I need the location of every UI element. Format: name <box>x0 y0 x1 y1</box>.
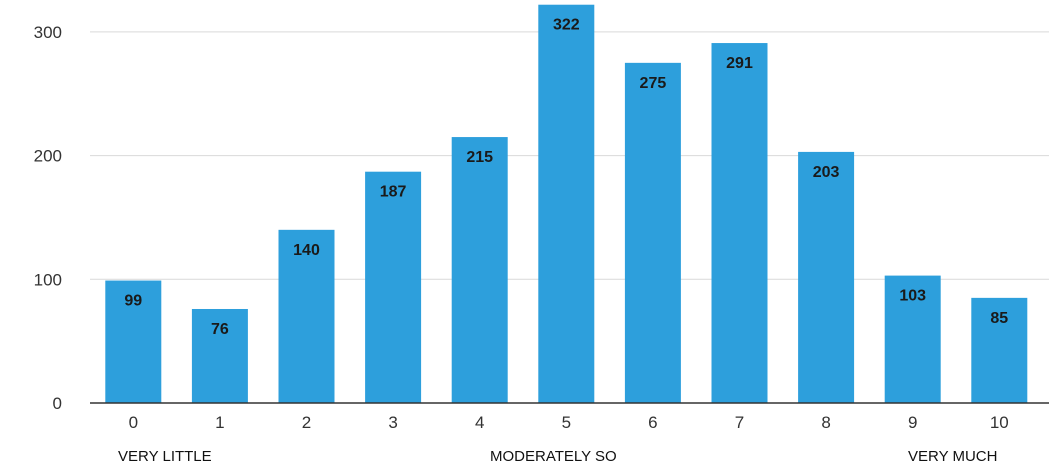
x-tick-label-9: 9 <box>908 413 917 432</box>
data-label-6: 275 <box>640 75 667 92</box>
data-label-1: 76 <box>211 321 229 338</box>
bar-1 <box>191 308 248 403</box>
data-label-10: 85 <box>990 310 1008 327</box>
y-tick-label-100: 100 <box>34 270 62 289</box>
bar-5 <box>538 4 595 404</box>
bar-3 <box>365 171 422 403</box>
bar-8 <box>798 151 855 403</box>
data-label-8: 203 <box>813 164 840 181</box>
y-tick-label-200: 200 <box>34 147 62 166</box>
x-tick-label-4: 4 <box>475 413 484 432</box>
bar-4 <box>451 137 508 404</box>
x-tick-label-5: 5 <box>562 413 571 432</box>
y-tick-label-0: 0 <box>53 394 62 413</box>
data-label-4: 215 <box>466 149 493 166</box>
x-tick-label-0: 0 <box>129 413 138 432</box>
bar-6 <box>624 62 681 403</box>
bars <box>105 4 1028 404</box>
data-label-3: 187 <box>380 184 407 201</box>
y-axis-ticks: 0 100 200 300 <box>34 23 62 413</box>
x-tick-label-2: 2 <box>302 413 311 432</box>
scale-label-low: VERY LITTLE <box>118 448 212 465</box>
data-labels: 99 76 140 187 215 322 275 291 203 103 85 <box>124 17 1008 338</box>
scale-label-high: VERY MUCH <box>908 448 998 465</box>
bar-7 <box>711 43 768 403</box>
data-label-5: 322 <box>553 17 580 34</box>
x-tick-label-3: 3 <box>388 413 397 432</box>
x-tick-label-6: 6 <box>648 413 657 432</box>
x-tick-label-10: 10 <box>990 413 1009 432</box>
bar-0 <box>105 280 162 403</box>
x-tick-label-7: 7 <box>735 413 744 432</box>
data-label-7: 291 <box>726 55 753 72</box>
data-label-0: 99 <box>124 293 142 310</box>
data-label-2: 140 <box>293 242 320 259</box>
bar-10 <box>971 297 1028 403</box>
bar-2 <box>278 229 335 403</box>
y-tick-label-300: 300 <box>34 23 62 42</box>
data-label-9: 103 <box>899 288 926 305</box>
x-tick-label-8: 8 <box>821 413 830 432</box>
x-axis-ticks: 0 1 2 3 4 5 6 7 8 9 10 <box>129 413 1009 432</box>
x-tick-label-1: 1 <box>215 413 224 432</box>
scale-label-mid: MODERATELY SO <box>490 448 617 465</box>
bar-9 <box>884 275 941 403</box>
